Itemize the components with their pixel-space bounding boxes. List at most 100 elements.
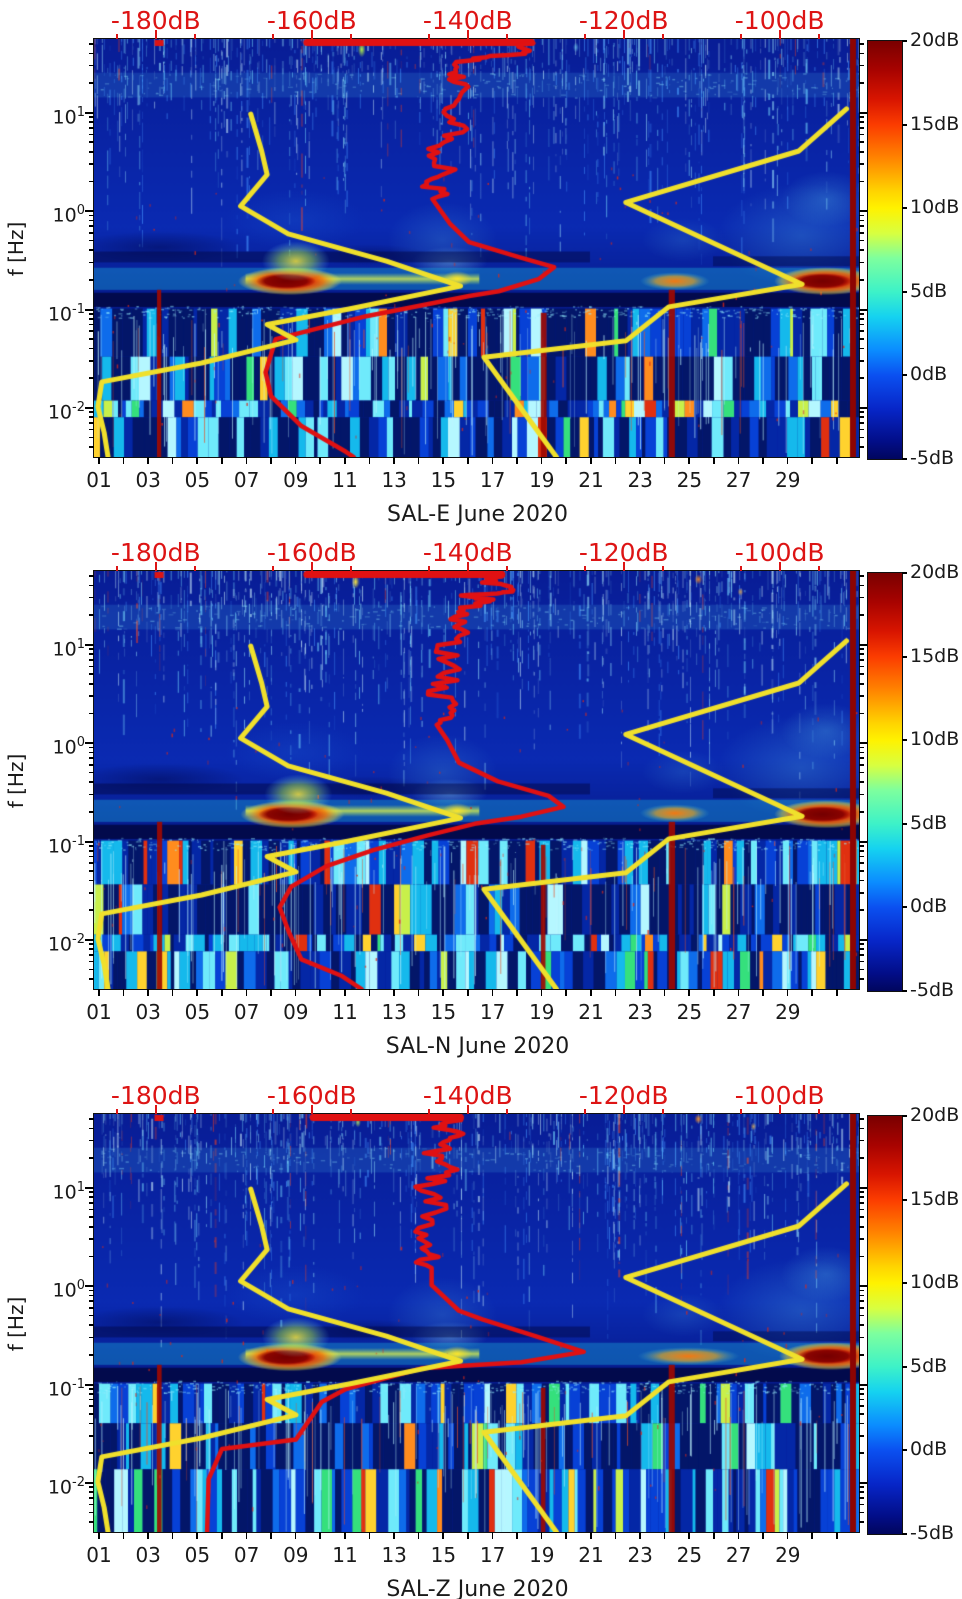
y-tick-label: 10-1 (33, 297, 85, 325)
y-axis-major-tick (859, 1285, 868, 1288)
x-axis-day-tick (639, 1532, 641, 1539)
y-axis-minor-tick (89, 313, 94, 315)
x-tick-label: 25 (676, 1543, 703, 1567)
x-tick-label: 29 (775, 1543, 801, 1567)
y-axis-minor-tick (859, 879, 864, 882)
top-axis-minor-tick (739, 34, 742, 39)
y-axis-minor-tick (859, 948, 864, 951)
x-axis-day-tick (737, 989, 740, 996)
y-axis-minor-tick (859, 1413, 864, 1415)
top-axis-minor-tick (661, 1109, 664, 1114)
y-axis-minor-tick (89, 1503, 94, 1506)
colorbar-label: 20dB (910, 29, 960, 51)
y-axis-minor-tick (859, 695, 864, 697)
colorbar-sal-z (867, 1115, 907, 1535)
y-axis-minor-tick (89, 278, 94, 281)
x-tick-label: 23 (627, 1543, 653, 1567)
top-axis-minor-tick (505, 566, 508, 571)
top-axis-minor-tick (817, 566, 820, 571)
y-axis-minor-tick (859, 673, 864, 676)
x-axis-day-tick (713, 457, 715, 464)
top-axis-major-tick (466, 1105, 469, 1114)
x-axis-day-tick (98, 989, 100, 996)
top-axis-minor-tick (349, 566, 352, 571)
top-axis-minor-tick (739, 566, 742, 571)
x-axis-day-tick (171, 989, 174, 996)
y-axis-minor-tick (859, 278, 864, 281)
y-axis-minor-tick (859, 1398, 864, 1401)
y-tick-label: 10-2 (33, 927, 85, 955)
y-axis-minor-tick (89, 1294, 94, 1297)
top-axis-minor-tick (349, 34, 352, 39)
y-axis-major-tick (85, 210, 94, 213)
y-axis-minor-tick (89, 653, 94, 655)
x-tick-label: 27 (725, 468, 752, 492)
y-axis-minor-tick (859, 1388, 864, 1390)
y-axis-minor-tick (859, 596, 864, 599)
x-tick-label: 17 (479, 1000, 506, 1024)
x-axis-day-tick (565, 1532, 567, 1539)
x-tick-label: 03 (135, 1000, 161, 1024)
x-axis-day-tick (98, 1532, 100, 1539)
y-axis-minor-tick (89, 1157, 94, 1159)
y-axis-minor-tick (89, 225, 94, 228)
y-axis-minor-tick (859, 1511, 864, 1514)
y-axis-minor-tick (89, 1238, 94, 1240)
y-tick-exponent: -1 (72, 301, 85, 317)
x-tick-label: 11 (332, 468, 358, 492)
x-tick-label: 01 (86, 1000, 112, 1024)
y-axis-minor-tick (859, 249, 864, 251)
y-tick-exponent: -1 (72, 833, 85, 849)
spectrogram-canvas-sal-z (94, 1114, 859, 1532)
x-tick-label: 13 (381, 1000, 407, 1024)
y-axis-minor-tick (859, 712, 864, 715)
top-axis-major-tick (154, 30, 157, 39)
y-axis-minor-tick (859, 64, 864, 67)
y-axis-minor-tick (89, 1191, 94, 1193)
top-axis-minor-tick (583, 34, 586, 39)
y-tick-base: 10 (47, 401, 73, 424)
x-axis-day-tick (590, 989, 592, 996)
y-axis-title: f [Hz] (4, 1296, 28, 1352)
y-axis-minor-tick (89, 377, 94, 379)
x-axis-day-tick (762, 457, 764, 464)
x-axis-day-tick (590, 457, 592, 464)
y-axis-minor-tick (89, 318, 94, 320)
y-axis-major-tick (85, 1186, 94, 1189)
y-tick-label: 101 (33, 1175, 85, 1203)
x-tick-label: 01 (86, 1543, 112, 1567)
y-axis-minor-tick (89, 1486, 94, 1489)
colorbar-sal-n (867, 572, 907, 992)
x-axis-day-tick (221, 1532, 223, 1539)
x-axis-day-tick (122, 457, 125, 464)
y-axis-minor-tick (89, 771, 94, 774)
y-axis-minor-tick (859, 757, 864, 760)
y-axis-minor-tick (859, 318, 864, 320)
y-axis-minor-tick (89, 682, 94, 685)
x-axis-day-tick (147, 989, 149, 996)
x-axis-day-tick (614, 457, 617, 464)
y-axis-minor-tick (89, 180, 94, 183)
y-tick-base: 10 (52, 106, 77, 129)
y-axis-minor-tick (89, 411, 94, 414)
x-axis-day-tick (663, 1532, 666, 1539)
top-axis-major-tick (778, 30, 781, 39)
y-axis-minor-tick (89, 596, 94, 599)
x-tick-label: 01 (86, 468, 112, 492)
y-axis-minor-tick (89, 1452, 94, 1454)
y-axis-minor-tick (89, 1491, 94, 1494)
y-axis-minor-tick (859, 225, 864, 228)
y-axis-minor-tick (859, 1521, 864, 1523)
y-axis-minor-tick (859, 141, 864, 144)
x-axis-day-tick (270, 1532, 272, 1539)
x-tick-label: 15 (430, 468, 457, 492)
y-tick-exponent: -1 (72, 1376, 85, 1392)
y-axis-minor-tick (859, 1503, 864, 1506)
y-axis-minor-tick (859, 82, 864, 84)
top-axis-minor-tick (115, 34, 118, 39)
y-axis-minor-tick (89, 338, 94, 340)
y-axis-minor-tick (859, 978, 864, 980)
x-tick-label: 15 (430, 1000, 457, 1024)
x-axis-day-tick (393, 989, 395, 996)
x-axis-day-tick (713, 1532, 715, 1539)
